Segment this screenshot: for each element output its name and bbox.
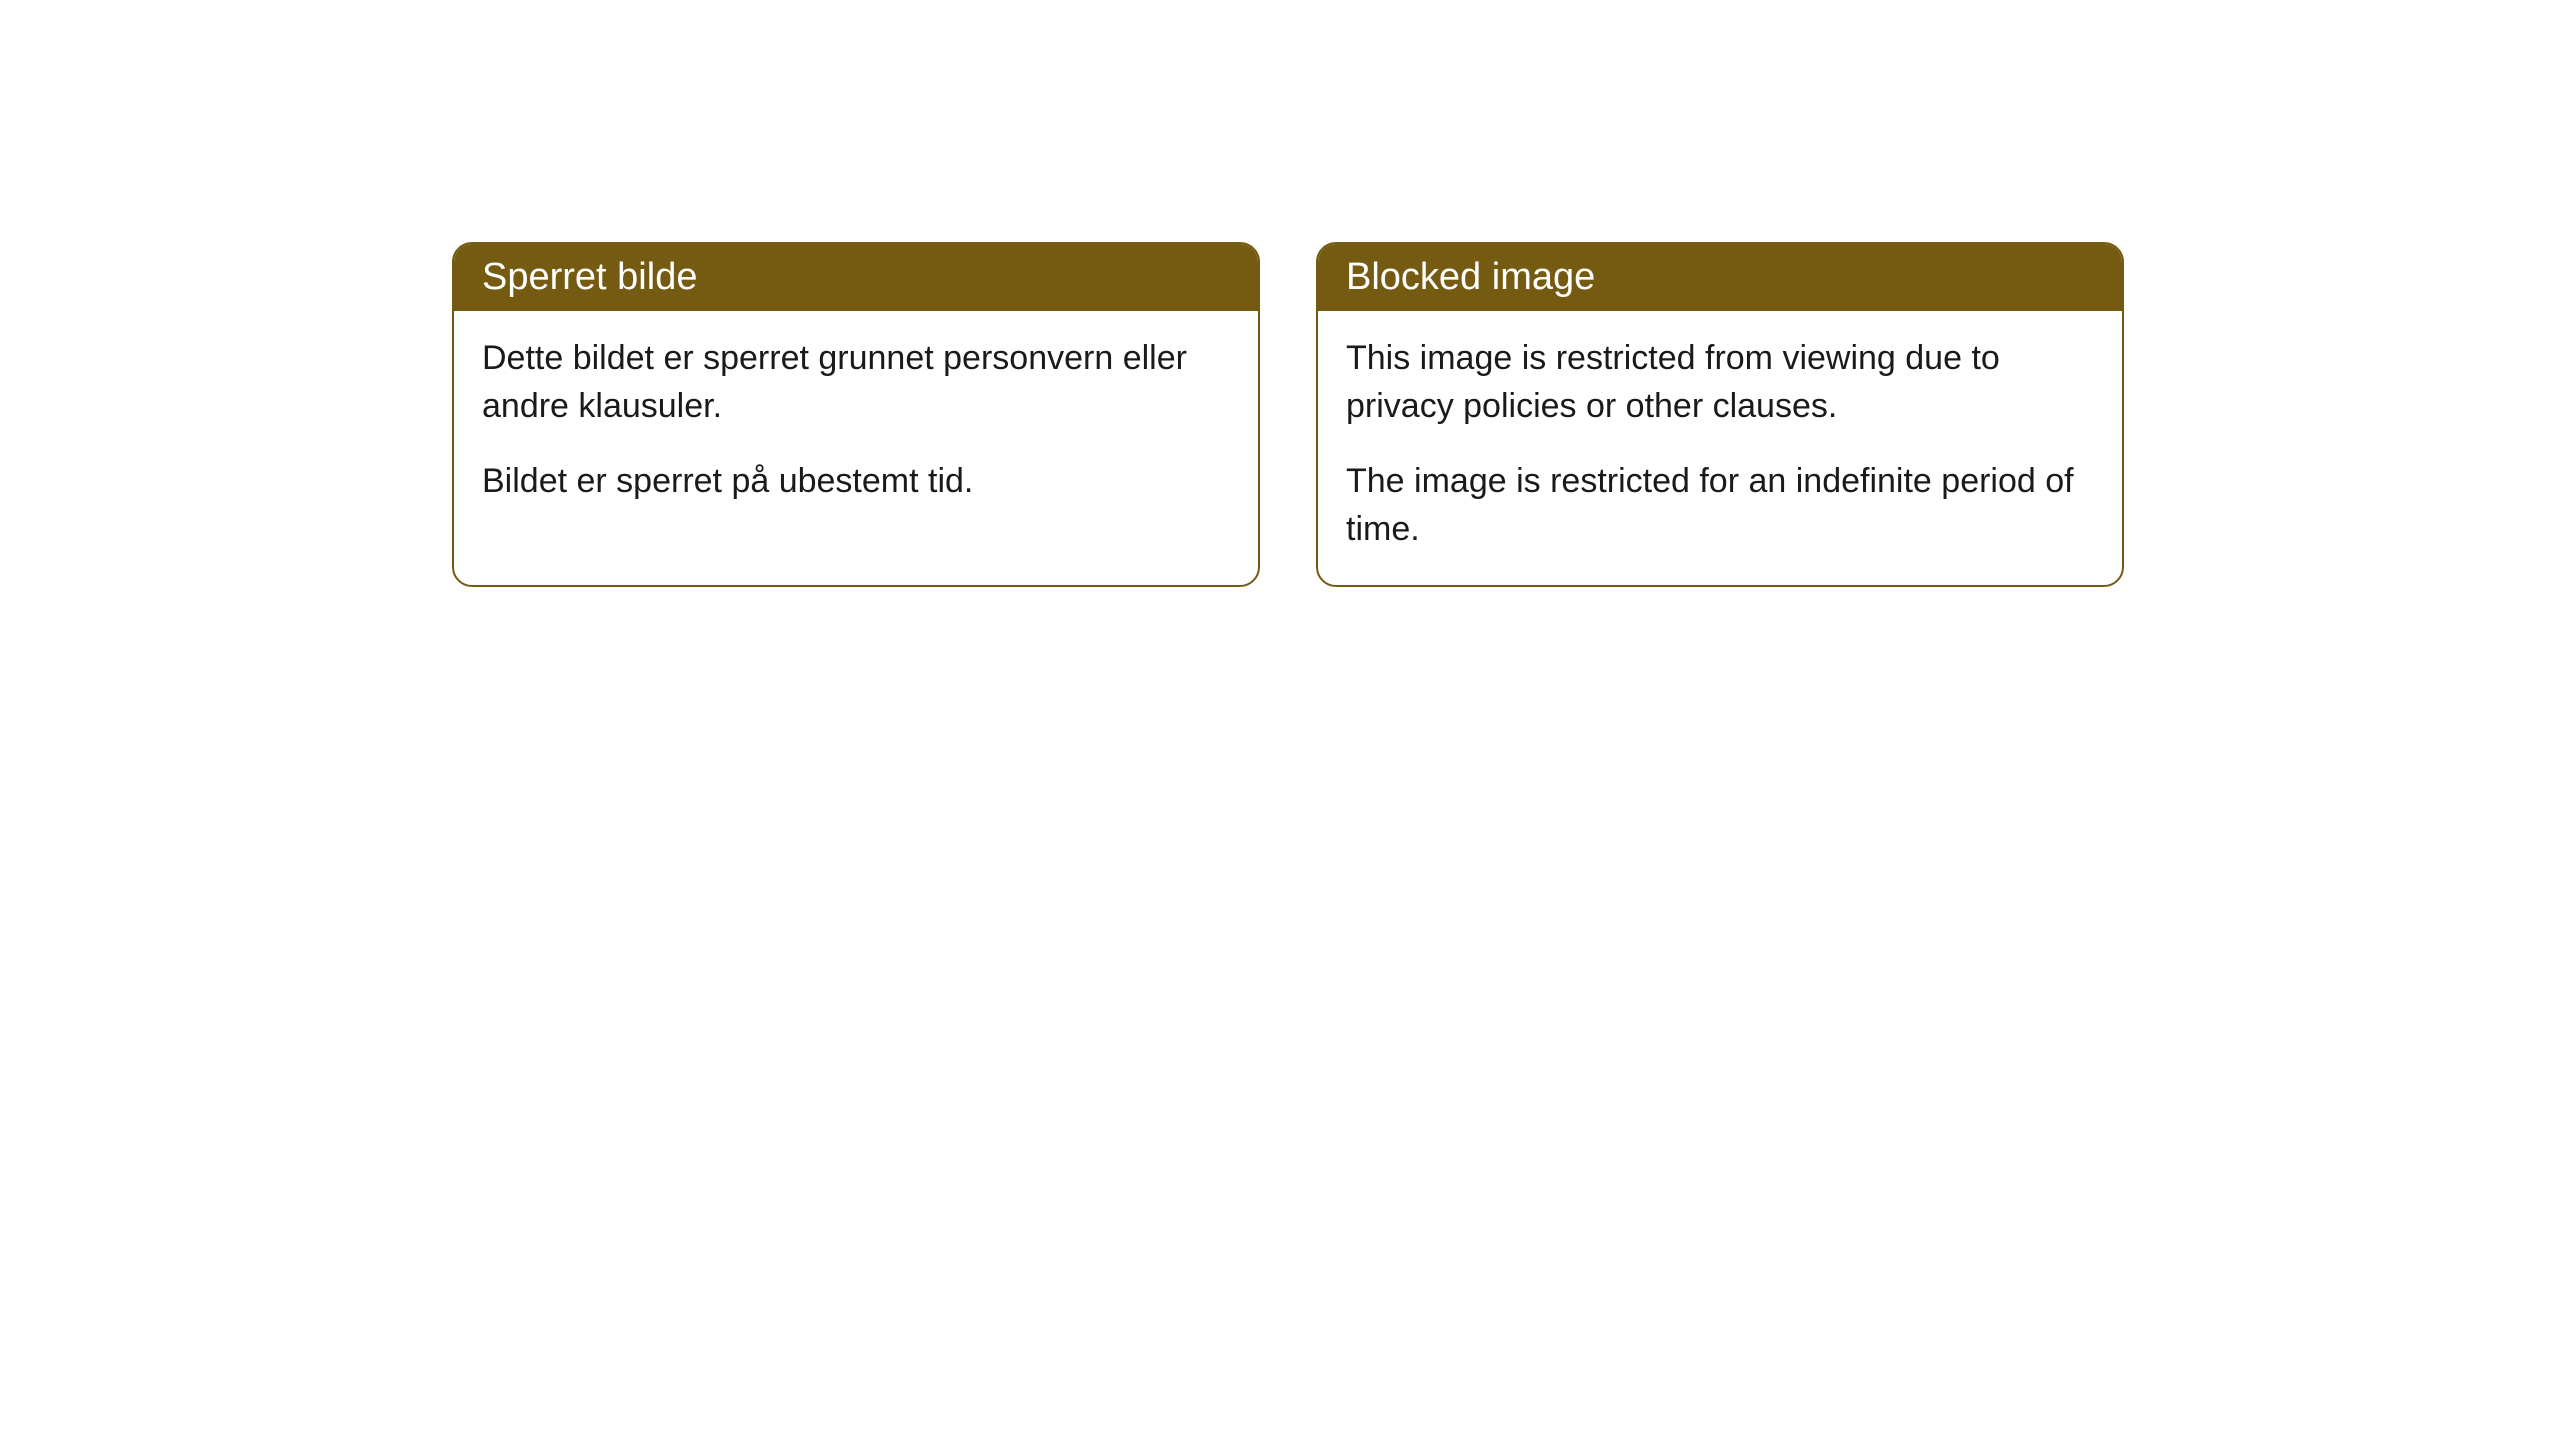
notice-cards-container: Sperret bilde Dette bildet er sperret gr… xyxy=(452,242,2560,587)
card-paragraph: Bildet er sperret på ubestemt tid. xyxy=(482,458,1230,506)
card-title: Sperret bilde xyxy=(482,256,697,298)
card-paragraph: This image is restricted from viewing du… xyxy=(1346,335,2094,430)
card-header: Sperret bilde xyxy=(454,244,1258,311)
card-header: Blocked image xyxy=(1318,244,2122,311)
blocked-image-card-norwegian: Sperret bilde Dette bildet er sperret gr… xyxy=(452,242,1260,587)
card-body: This image is restricted from viewing du… xyxy=(1318,311,2122,585)
card-paragraph: The image is restricted for an indefinit… xyxy=(1346,458,2094,553)
card-body: Dette bildet er sperret grunnet personve… xyxy=(454,311,1258,538)
card-title: Blocked image xyxy=(1346,256,1595,298)
blocked-image-card-english: Blocked image This image is restricted f… xyxy=(1316,242,2124,587)
card-paragraph: Dette bildet er sperret grunnet personve… xyxy=(482,335,1230,430)
